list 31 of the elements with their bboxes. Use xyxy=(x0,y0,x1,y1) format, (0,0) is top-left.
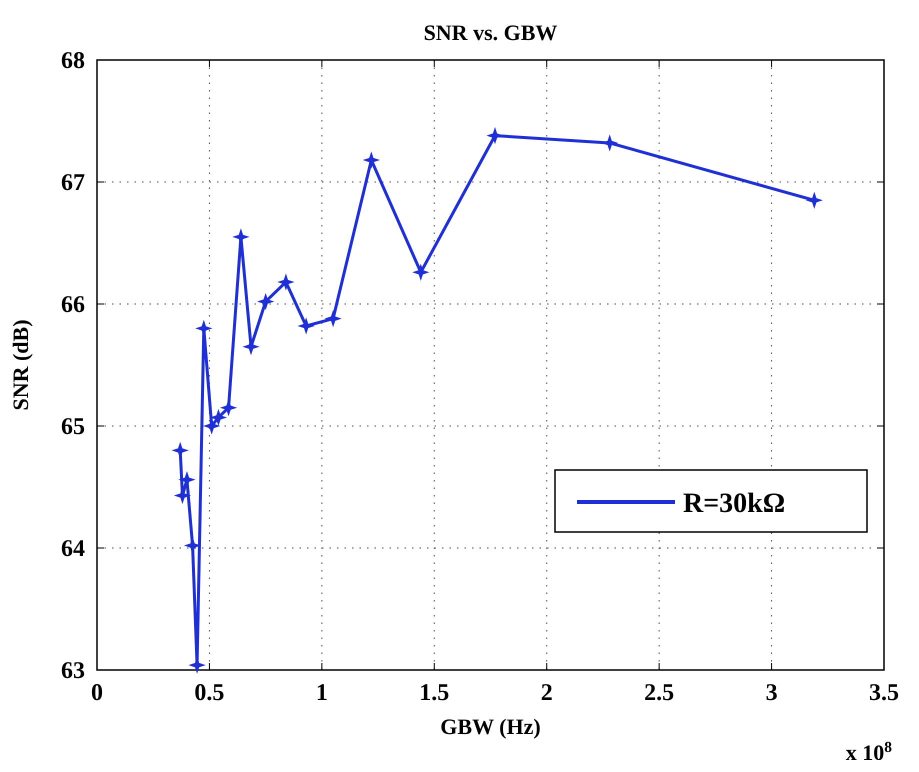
point xyxy=(602,135,618,150)
x-tick-label: 3 xyxy=(766,680,778,706)
point xyxy=(326,311,341,326)
point xyxy=(487,128,502,144)
y-tick-label: 68 xyxy=(61,48,85,74)
legend-label: R=30kΩ xyxy=(683,488,786,519)
chart-title: SNR vs. GBW xyxy=(424,20,558,45)
x-axis-title: GBW (Hz) xyxy=(440,714,541,739)
y-axis-title: SNR (dB) xyxy=(8,319,33,411)
x-tick-label: 1 xyxy=(316,680,328,706)
point xyxy=(258,294,274,310)
x-tick-label: 2.5 xyxy=(644,680,674,706)
y-tick-label: 66 xyxy=(61,292,85,318)
x-tick-label: 2 xyxy=(540,680,553,706)
point xyxy=(221,400,236,416)
x-tick-label: 1.5 xyxy=(419,680,450,706)
point xyxy=(210,410,226,425)
y-tick-label: 67 xyxy=(61,170,85,196)
point xyxy=(806,192,822,208)
point xyxy=(364,152,379,168)
point xyxy=(298,318,314,334)
text: x 10$^{8}$ xyxy=(846,738,892,765)
point xyxy=(204,418,220,434)
y-tick-label: 63 xyxy=(61,658,85,684)
point xyxy=(278,274,294,290)
y-tick-label: 64 xyxy=(61,536,85,562)
x-tick-label: 0.5 xyxy=(194,680,224,706)
x-tick-label: 0 xyxy=(91,680,103,706)
y-tick-label: 65 xyxy=(61,414,85,440)
x-tick-label: 3.5 xyxy=(869,680,899,706)
point xyxy=(413,264,428,280)
